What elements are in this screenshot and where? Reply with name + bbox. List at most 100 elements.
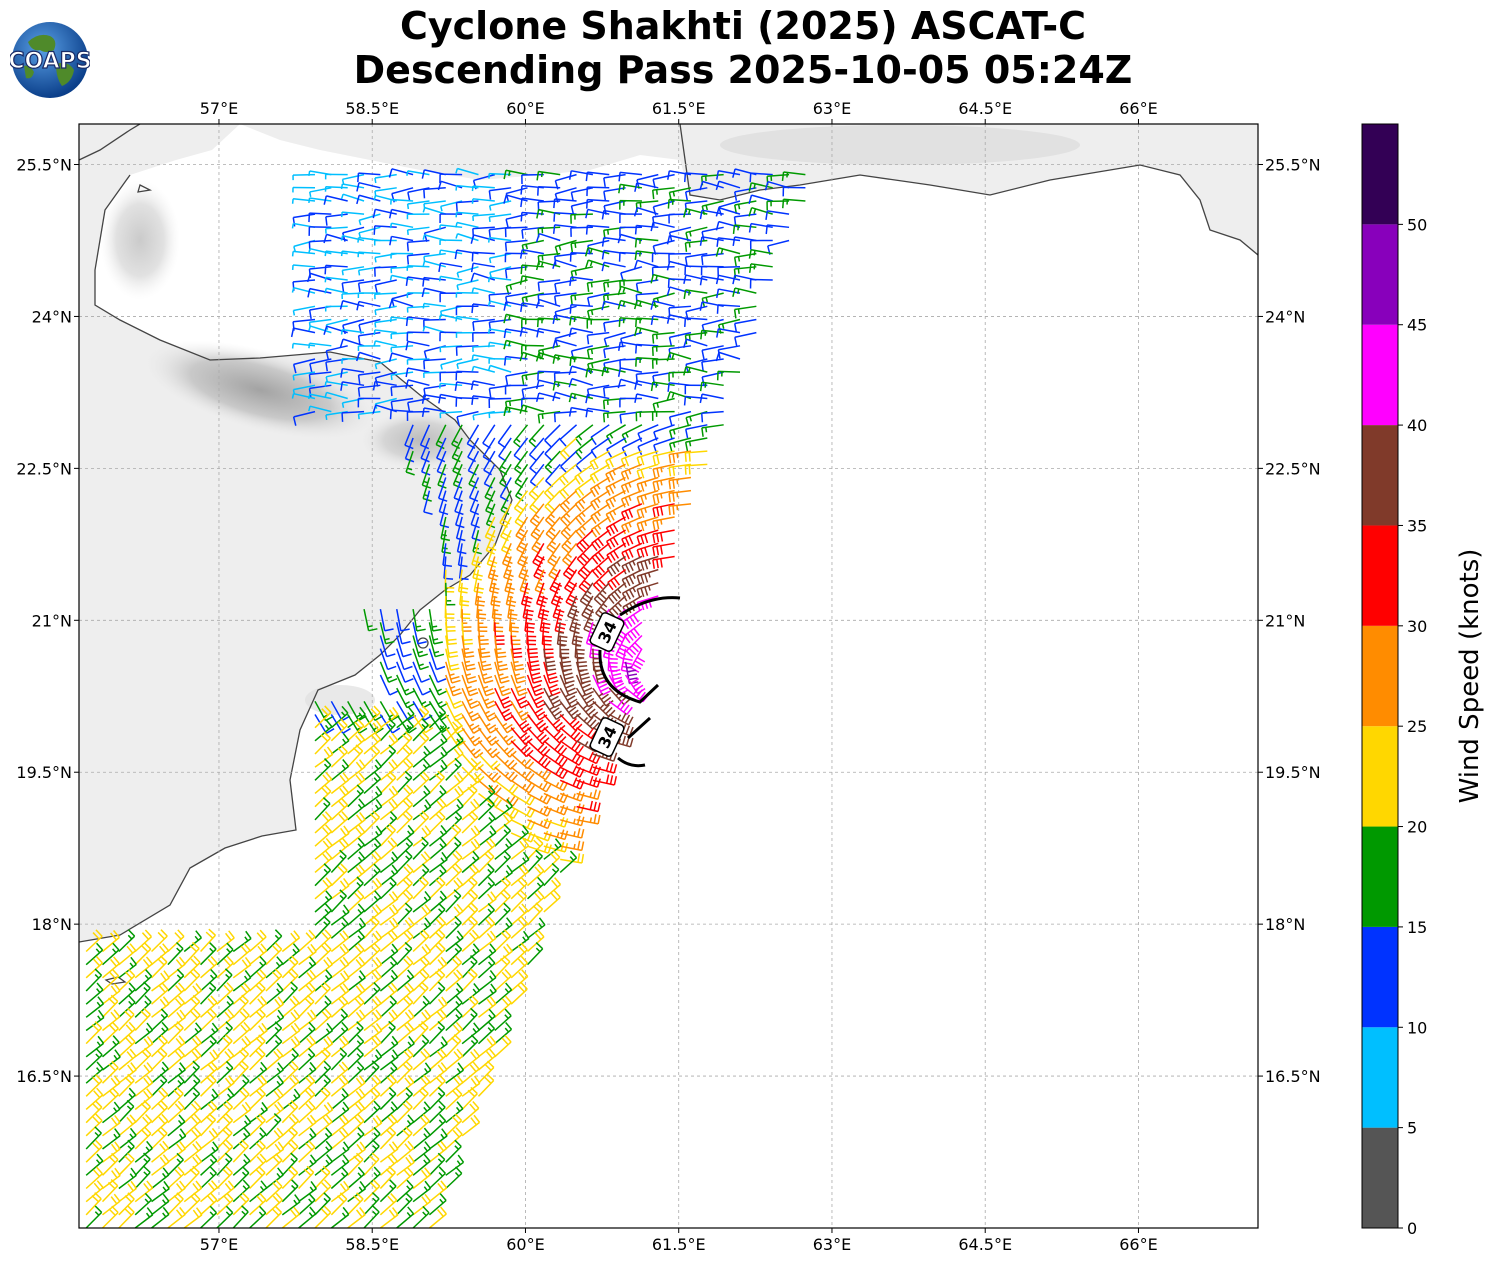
wind-barb-0 <box>292 173 316 181</box>
wind-barb-290 <box>617 285 643 296</box>
wind-barb-477 <box>521 384 544 399</box>
wind-barb-690 <box>561 529 578 554</box>
wind-barb-660 <box>575 503 594 526</box>
wind-barb-468 <box>372 380 397 391</box>
wind-barb-491 <box>324 391 348 400</box>
lat-label-right-4: 19.5°N <box>1265 763 1321 782</box>
wind-barb-308 <box>455 305 479 316</box>
wind-barb-258 <box>569 276 593 286</box>
wind-barb-124 <box>308 226 332 236</box>
wind-barb-311 <box>503 301 528 311</box>
wind-barb-594 <box>620 450 643 468</box>
wind-barb-687 <box>516 529 529 555</box>
wind-barb-608 <box>558 463 578 486</box>
wind-barb-274 <box>357 292 381 298</box>
colorbar-bin-3 <box>1362 826 1398 927</box>
wind-barb-467 <box>357 384 381 397</box>
wind-barb-340 <box>521 318 544 329</box>
colorbar-label-4: 20 <box>1407 818 1427 837</box>
wind-barb-337 <box>472 318 495 331</box>
wind-barb-528 <box>503 406 528 417</box>
wind-barb-569 <box>528 437 545 462</box>
lat-label-left-6: 16.5°N <box>16 1067 72 1086</box>
wind-barb-422 <box>503 355 528 366</box>
wind-barb-760 <box>522 595 534 621</box>
colorbar-bin-9 <box>1362 224 1398 325</box>
wind-barb-336 <box>455 315 479 322</box>
wind-barb-492 <box>341 397 365 408</box>
wind-barb-753 <box>621 582 643 602</box>
wind-barb-187 <box>357 251 381 258</box>
wind-barb-493 <box>357 397 381 408</box>
wind-barb-705 <box>562 542 578 567</box>
wind-barb-612 <box>620 463 643 482</box>
wind-barb-551 <box>559 424 578 447</box>
wind-barb-293 <box>666 286 692 296</box>
wind-barb-443 <box>405 367 430 378</box>
wind-barb-401 <box>603 345 626 359</box>
lon-label-bottom-2: 60°E <box>506 1235 544 1254</box>
wind-barb-277 <box>406 292 430 298</box>
wind-barb-218 <box>390 266 414 274</box>
wind-barb-579 <box>684 437 708 452</box>
wind-barb-503 <box>521 397 544 408</box>
wind-barb-176 <box>666 234 692 245</box>
wind-barb-465 <box>324 380 348 387</box>
chart-title: Cyclone Shakhti (2025) ASCAT-C Descendin… <box>80 4 1406 92</box>
wind-barb-558 <box>669 424 692 440</box>
wind-barb-168 <box>535 233 561 243</box>
wind-barb-23 <box>667 170 692 180</box>
wind-barb-623 <box>515 477 529 502</box>
wind-barb-94 <box>308 212 332 223</box>
wind-barb-103 <box>455 211 479 218</box>
wind-barb-514 <box>699 393 724 404</box>
wind-barb-410 <box>309 358 332 373</box>
wind-barb-224 <box>489 266 512 278</box>
wind-barb-271 <box>307 287 332 298</box>
wind-barb-61 <box>782 186 806 197</box>
wind-barb-572 <box>575 437 594 460</box>
wind-barb-449 <box>505 371 528 385</box>
wind-barb-226 <box>520 264 544 275</box>
wind-barb-51 <box>618 183 643 194</box>
wind-barb-2 <box>324 173 348 180</box>
wind-barb-483 <box>617 378 643 389</box>
wind-barb-706 <box>576 542 594 566</box>
wind-barb-211 <box>748 249 773 259</box>
wind-barb-488 <box>699 381 724 392</box>
wind-barb-562 <box>420 437 431 463</box>
wind-barb-439 <box>340 367 365 378</box>
wind-barb-485 <box>650 381 675 392</box>
wind-barb-150 <box>732 224 757 234</box>
wind-barb-644 <box>574 490 594 512</box>
logo-text: COAPS <box>10 49 90 74</box>
wind-barb-726 <box>652 555 675 569</box>
wind-barb-355 <box>308 325 332 334</box>
wind-barb-568 <box>513 437 529 462</box>
wind-barb-186 <box>340 250 365 257</box>
wind-barb-251 <box>456 279 479 291</box>
wind-barb-361 <box>406 331 430 342</box>
wind-barb-317 <box>601 300 626 311</box>
wind-barb-106 <box>505 213 528 229</box>
wind-barb-300 <box>324 305 348 312</box>
wind-barb-104 <box>472 213 495 221</box>
wind-barb-639 <box>500 490 512 515</box>
wind-barb-85 <box>667 198 692 209</box>
wind-barb-434 <box>701 358 724 372</box>
wind-barb-64 <box>323 195 348 205</box>
lat-label-right-3: 21°N <box>1265 611 1305 630</box>
wind-barb-5 <box>374 173 397 184</box>
wind-barb-529 <box>519 404 545 414</box>
wind-barb-196 <box>504 252 528 263</box>
wind-barb-139 <box>552 224 577 234</box>
wind-barb-708 <box>606 542 626 564</box>
wind-barb-718 <box>533 556 546 581</box>
wind-barb-256 <box>537 279 561 292</box>
colorbar-bin-10 <box>1362 124 1398 225</box>
wind-barb-145 <box>650 221 675 232</box>
wind-barb-28 <box>749 172 773 183</box>
wind-barb-694 <box>621 529 643 548</box>
wind-barb-752 <box>607 582 627 605</box>
wind-barb-473 <box>454 381 479 392</box>
